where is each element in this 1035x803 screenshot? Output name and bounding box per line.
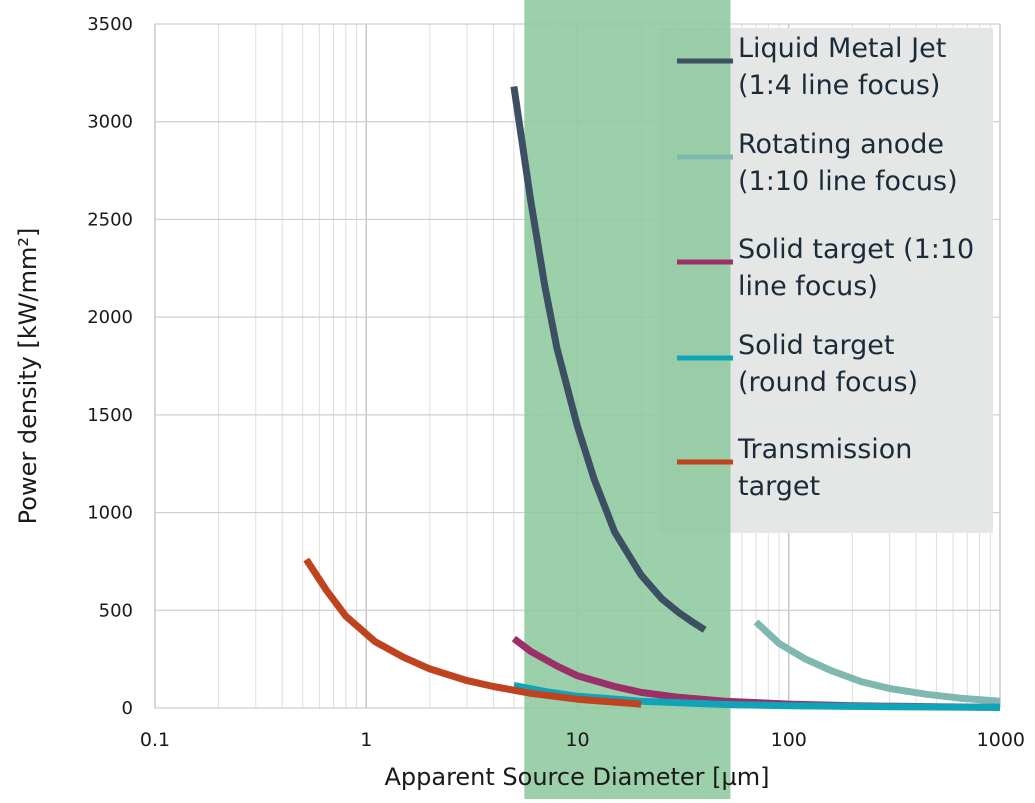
y-tick-label: 2000 bbox=[87, 307, 133, 328]
x-axis-title: Apparent Source Diameter [µm] bbox=[384, 763, 769, 791]
x-tick-label: 1 bbox=[360, 729, 372, 751]
legend-label-line: (1:10 line focus) bbox=[738, 166, 958, 197]
legend-label-line: (round focus) bbox=[738, 367, 918, 398]
y-tick-label: 1500 bbox=[87, 405, 133, 426]
legend-label-line: target bbox=[738, 471, 820, 502]
x-tick-label: 0.1 bbox=[140, 729, 170, 751]
highlight-band bbox=[524, 0, 731, 799]
y-tick-label: 0 bbox=[122, 698, 133, 719]
legend-label-line: Rotating anode bbox=[738, 129, 944, 160]
x-tick-label: 10 bbox=[565, 729, 589, 751]
legend-label-line: line focus) bbox=[738, 271, 878, 302]
legend-label-line: Transmission bbox=[737, 434, 912, 465]
y-axis-title: Power density [kW/mm²] bbox=[14, 228, 42, 525]
series-line-5 bbox=[303, 557, 642, 708]
y-tick-label: 3500 bbox=[87, 14, 133, 35]
y-tick-label: 1000 bbox=[87, 503, 133, 524]
legend-label-line: Liquid Metal Jet bbox=[738, 33, 946, 64]
x-tick-label: 1000 bbox=[977, 729, 1025, 751]
y-tick-label: 2500 bbox=[87, 209, 133, 230]
series-line-1 bbox=[510, 85, 707, 633]
legend-label-3: Solid target (1:10 line focus) bbox=[738, 234, 974, 302]
legend-label-line: (1:4 line focus) bbox=[738, 70, 940, 101]
x-tick-label: 100 bbox=[771, 729, 807, 751]
series-line-4 bbox=[513, 682, 1001, 711]
legend-label-1: Liquid Metal Jet (1:4 line focus) bbox=[738, 33, 946, 101]
legend-label-line: Solid target bbox=[738, 330, 894, 361]
legend-label-5: Transmission target bbox=[737, 434, 912, 502]
y-tick-label: 500 bbox=[99, 600, 133, 621]
legend-label-4: Solid target (round focus) bbox=[738, 330, 918, 398]
y-tick-label: 3000 bbox=[87, 112, 133, 133]
series-line-2 bbox=[753, 619, 1001, 705]
legend-label-line: Solid target (1:10 bbox=[738, 234, 974, 265]
legend-label-2: Rotating anode (1:10 line focus) bbox=[738, 129, 958, 197]
